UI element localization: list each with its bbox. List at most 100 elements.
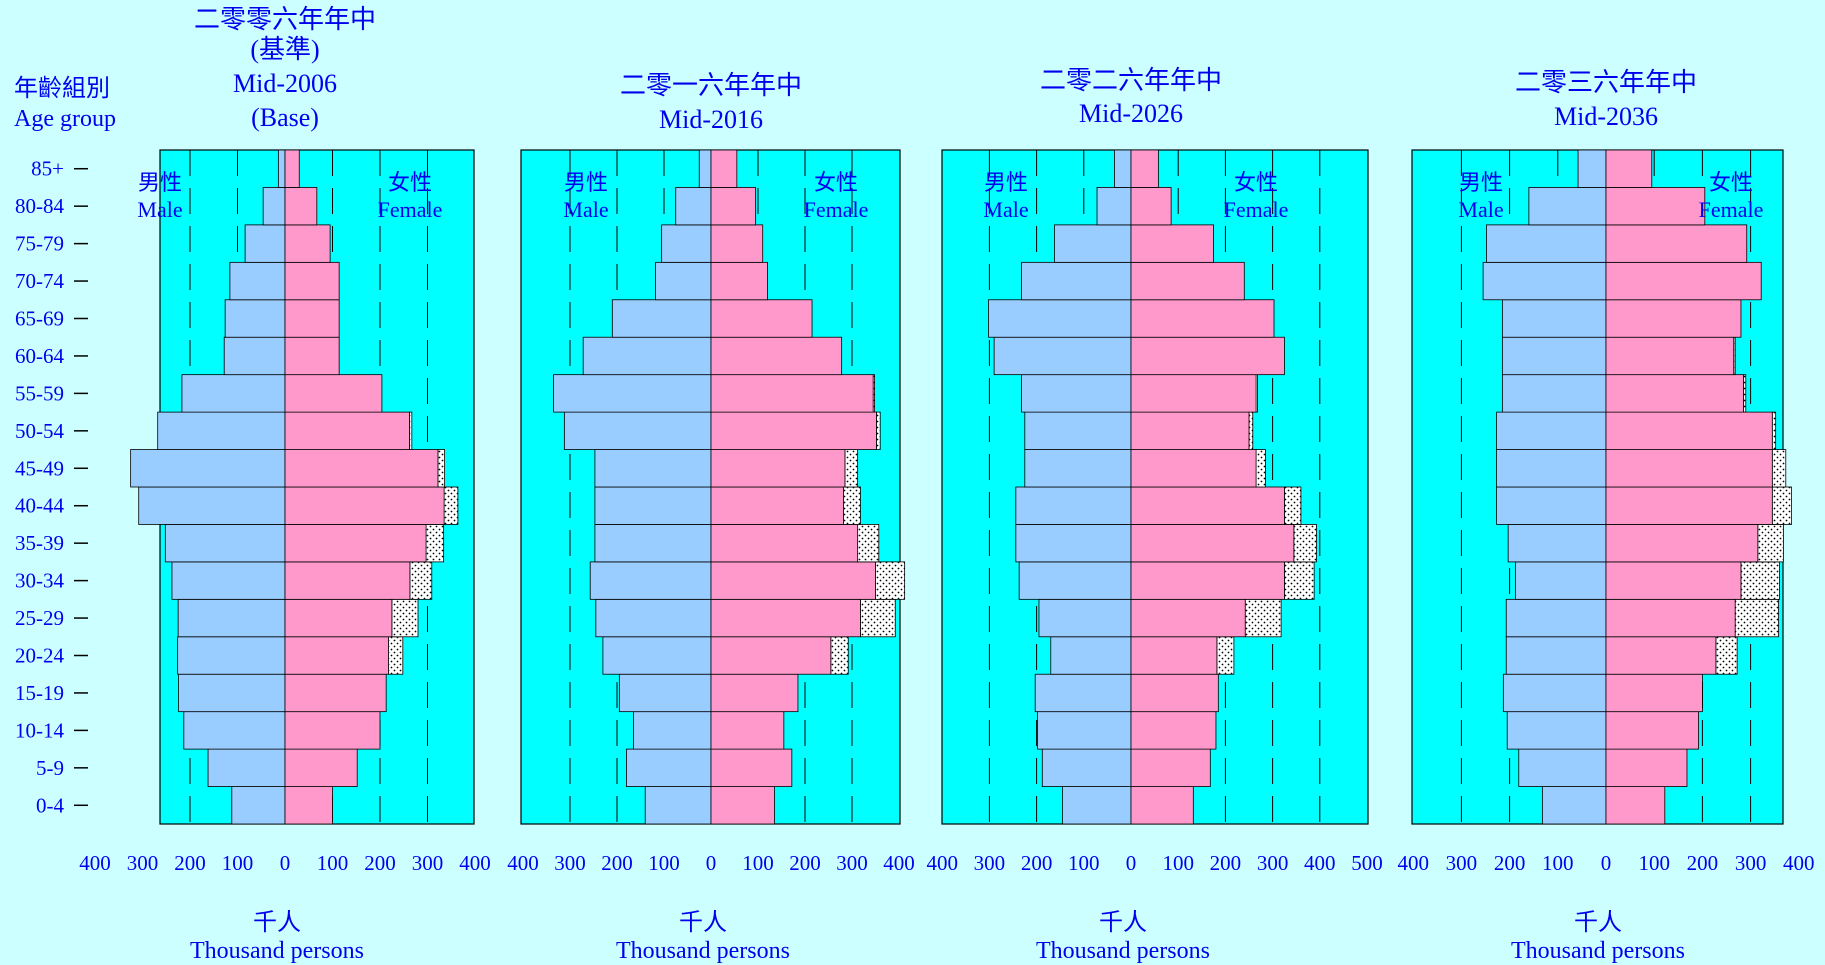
female-bar <box>1130 374 1257 413</box>
age-tick-label: 30-34 <box>15 569 64 593</box>
female-bar <box>1605 486 1773 525</box>
x-tick-label: 400 <box>926 851 958 875</box>
male-bar <box>231 786 286 825</box>
female-bar <box>1130 449 1257 488</box>
panel-title-line: 二零二六年年中 <box>1040 66 1222 95</box>
x-tick-label: 300 <box>974 851 1006 875</box>
female-bar <box>1130 261 1245 301</box>
male-bar <box>594 524 712 563</box>
male-bar <box>262 187 286 226</box>
x-tick-label: 200 <box>1687 851 1719 875</box>
female-dotted-bar <box>857 524 880 563</box>
male-label-cn: 男性 <box>138 170 182 195</box>
male-bar <box>993 336 1132 376</box>
male-bar <box>207 748 286 787</box>
female-bar <box>710 673 799 713</box>
male-bar <box>1015 486 1132 525</box>
female-bar <box>284 374 383 413</box>
male-bar <box>1507 524 1607 563</box>
age-tick-label: 15-19 <box>15 681 64 705</box>
female-bar <box>284 711 381 750</box>
female-dotted-bar <box>1771 486 1792 525</box>
male-bar <box>1505 636 1607 675</box>
female-label-cn: 女性 <box>1234 170 1278 195</box>
female-dotted-bar <box>1244 598 1282 638</box>
female-dotted-bar <box>437 449 446 488</box>
age-tick-label: 60-64 <box>15 344 64 368</box>
female-dotted-bar <box>830 636 849 675</box>
male-bar <box>1577 149 1607 188</box>
female-bar <box>1605 149 1653 188</box>
unit-label-cn: 千人 <box>1099 909 1147 936</box>
female-bar <box>284 748 358 787</box>
panel-title-line: (Base) <box>251 103 319 132</box>
female-label-en: Female <box>1699 197 1764 222</box>
unit-label-cn: 千人 <box>253 909 301 936</box>
female-bar <box>1130 336 1285 376</box>
male-label-en: Male <box>563 197 608 222</box>
age-tick-label: 10-14 <box>15 718 64 742</box>
male-bar <box>177 636 286 675</box>
female-bar <box>1130 411 1250 450</box>
female-bar <box>284 598 393 638</box>
female-bar <box>1130 486 1285 525</box>
age-tick-label: 45-49 <box>15 456 64 480</box>
female-bar <box>1605 673 1703 713</box>
male-bar <box>698 149 712 188</box>
female-bar <box>710 486 844 525</box>
female-bar <box>1130 299 1275 338</box>
male-bar <box>582 336 712 376</box>
male-label-en: Male <box>1458 197 1503 222</box>
female-dotted-bar <box>1734 598 1779 638</box>
male-bar <box>611 299 712 338</box>
male-bar <box>1496 486 1607 525</box>
panel-title-line: Mid-2026 <box>1079 99 1183 128</box>
x-tick-label: 200 <box>789 851 821 875</box>
female-dotted-bar <box>391 598 419 638</box>
female-bar <box>1605 224 1748 263</box>
female-dotted-bar <box>1216 636 1235 675</box>
male-bar <box>1496 411 1607 450</box>
x-tick-label: 0 <box>280 851 291 875</box>
female-label-cn: 女性 <box>388 170 432 195</box>
pyramid-panels: 二零零六年年中(基準)Mid-2006(Base)男性Male女性Female4… <box>79 5 1814 964</box>
female-bar <box>1130 673 1219 713</box>
x-tick-label: 400 <box>507 851 539 875</box>
male-bar <box>164 524 286 563</box>
female-bar <box>1130 524 1295 563</box>
male-bar <box>644 786 712 825</box>
male-bar <box>1024 449 1132 488</box>
female-bar <box>710 374 874 413</box>
x-tick-label: 400 <box>79 851 111 875</box>
female-dotted-bar <box>1740 561 1780 600</box>
age-tick-label: 85+ <box>31 157 64 181</box>
male-bar <box>626 748 712 787</box>
age-tick-label: 65-69 <box>15 307 64 331</box>
female-dotted-bar <box>1284 486 1302 525</box>
female-bar <box>1130 224 1214 263</box>
female-bar <box>710 336 843 376</box>
panel-title-line: 二零一六年年中 <box>620 71 802 100</box>
male-bar <box>1021 261 1132 301</box>
male-bar <box>1514 561 1607 600</box>
female-bar <box>710 636 832 675</box>
male-bar <box>675 187 712 226</box>
female-bar <box>1605 374 1744 413</box>
x-tick-label: 100 <box>1542 851 1574 875</box>
female-bar <box>1605 524 1759 563</box>
female-dotted-bar <box>388 636 404 675</box>
female-label-en: Female <box>378 197 443 222</box>
female-bar <box>1130 711 1217 750</box>
female-dotted-bar <box>425 524 445 563</box>
x-tick-label: 100 <box>648 851 680 875</box>
male-bar <box>1501 336 1607 376</box>
female-bar <box>284 636 389 675</box>
x-axis-ticks: 400 300 200 100 0 100 200 300 400 500 <box>926 851 1382 875</box>
female-dotted-bar <box>1771 449 1787 488</box>
age-group-heading-cn: 年齡組別 <box>14 75 110 102</box>
x-tick-label: 100 <box>317 851 349 875</box>
female-bar <box>284 449 439 488</box>
female-bar <box>1130 786 1194 825</box>
